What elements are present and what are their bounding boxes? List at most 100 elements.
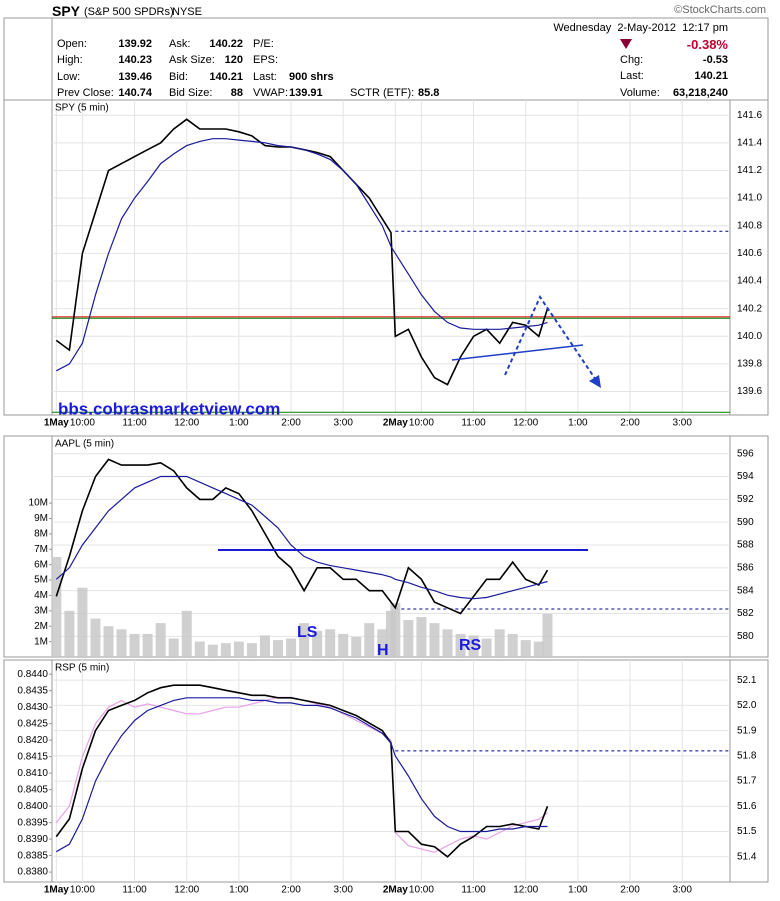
quote-value: 139.91 [289, 86, 323, 99]
y-tick-label: 51.4 [737, 851, 757, 862]
x-tick-label: 11:00 [122, 418, 147, 429]
annotation: LS [297, 624, 318, 641]
quote-value: 140.22 [209, 38, 243, 50]
y2-tick-label: 0.8385 [17, 850, 48, 861]
y-tick-label: 586 [737, 562, 754, 573]
date: Wednesday 2-May-2012 12:17 pm [553, 22, 728, 34]
x-tick-label: 10:00 [70, 885, 95, 896]
volume-bar [494, 629, 505, 657]
volume-bar [351, 636, 362, 657]
quote-label: VWAP: [253, 86, 289, 99]
y2-tick-label: 0.8430 [17, 702, 48, 713]
x-tick-label: 11:00 [461, 885, 486, 896]
price-line [56, 138, 548, 372]
exchange: NYSE [172, 6, 202, 18]
y-tick-label: 140.6 [737, 248, 762, 259]
volume-bar [90, 618, 101, 657]
panel-title: RSP (5 min) [55, 663, 109, 674]
volume-bar [246, 643, 257, 657]
volume-bar [116, 629, 127, 657]
y2-tick-label: 2M [34, 621, 48, 632]
volume-bar [312, 630, 323, 657]
y-tick-label: 582 [737, 608, 754, 619]
volume-bar [403, 620, 414, 657]
quote-label: Open: [57, 38, 87, 50]
quote-value: 140.21 [209, 70, 243, 83]
y2-tick-label: 8M [34, 529, 48, 540]
y-tick-label: 51.5 [737, 826, 757, 837]
x-tick-label: 1May [44, 418, 69, 429]
y-tick-label: 51.7 [737, 776, 757, 787]
price-line [55, 458, 549, 615]
volume-bar [455, 633, 466, 657]
x-tick-label: 1:00 [229, 418, 249, 429]
quote-label: Prev Close: [57, 86, 114, 99]
y2-tick-label: 0.8380 [17, 867, 48, 878]
volume-bar [442, 629, 453, 657]
annotation: H [377, 642, 389, 659]
volume-bar [520, 640, 531, 657]
volume-bar [194, 641, 205, 657]
panel-title: AAPL (5 min) [55, 439, 114, 450]
quote-label: Chg: [620, 54, 644, 66]
volume-bar [77, 587, 88, 657]
volume-bar [338, 633, 349, 657]
plot-area [51, 659, 731, 883]
quote-label: Ask: [169, 38, 191, 50]
volume-bar [129, 633, 140, 657]
y2-tick-label: 5M [34, 575, 48, 586]
y-tick-label: 141.4 [737, 137, 762, 148]
quote-label: Bid: [169, 70, 188, 83]
credit: ©StockCharts.com [674, 4, 766, 16]
y2-tick-label: 0.8395 [17, 817, 48, 828]
quote-label: Bid Size: [169, 86, 213, 99]
plot-area [51, 99, 731, 416]
volume-bar [364, 623, 375, 657]
panel-title: SPY (5 min) [55, 103, 109, 114]
y-tick-label: 51.8 [737, 751, 757, 762]
price-line [56, 697, 548, 853]
quote-value: 63,218,240 [672, 86, 728, 99]
y2-tick-label: 10M [29, 498, 48, 509]
y-tick-label: 139.8 [737, 359, 762, 370]
price-line [55, 475, 548, 600]
watermark: bbs.cobrasmarketview.com [58, 399, 280, 418]
drawings: bbs.cobrasmarketview.com LS H RS [58, 294, 601, 659]
y2-tick-label: 6M [34, 559, 48, 570]
quote-value: 139.46 [118, 70, 152, 83]
projection-arrow [504, 294, 597, 381]
x-tick-label: 1:00 [568, 885, 588, 896]
trend-line [451, 344, 584, 361]
y2-tick-label: 0.8415 [17, 751, 48, 762]
y-tick-label: 140.4 [737, 276, 762, 287]
y-tick-label: 141.6 [737, 110, 762, 121]
volume-bar [542, 613, 553, 657]
y2-tick-label: 3M [34, 605, 48, 616]
x-tick-label: 3:00 [333, 885, 353, 896]
quote-label: High: [57, 54, 83, 67]
y-tick-label: 140.2 [737, 303, 762, 314]
volume-bar [429, 623, 440, 657]
volume-bar [468, 635, 479, 657]
x-tick-label: 2May [383, 885, 408, 896]
sctr-value: 85.8 [418, 87, 440, 99]
volume-bar [64, 610, 75, 657]
y-tick-label: 51.9 [737, 725, 757, 736]
y2-tick-label: 0.8390 [17, 834, 48, 845]
y2-tick-label: 4M [34, 590, 48, 601]
panel-frame [3, 659, 769, 883]
y-tick-label: 590 [737, 517, 754, 528]
quote-label: Volume: [620, 86, 660, 99]
quote-value: 140.74 [118, 86, 152, 99]
down-arrow-icon [620, 39, 632, 49]
header-box [3, 17, 769, 101]
x-tick-label: 2:00 [620, 885, 640, 896]
volume-bar [168, 638, 179, 657]
y-tick-label: 588 [737, 540, 754, 551]
volume-bar [299, 623, 310, 657]
change-pct: -0.38% [686, 37, 728, 52]
quote-value: 140.21 [694, 70, 728, 83]
x-tick-label: 2:00 [620, 418, 640, 429]
